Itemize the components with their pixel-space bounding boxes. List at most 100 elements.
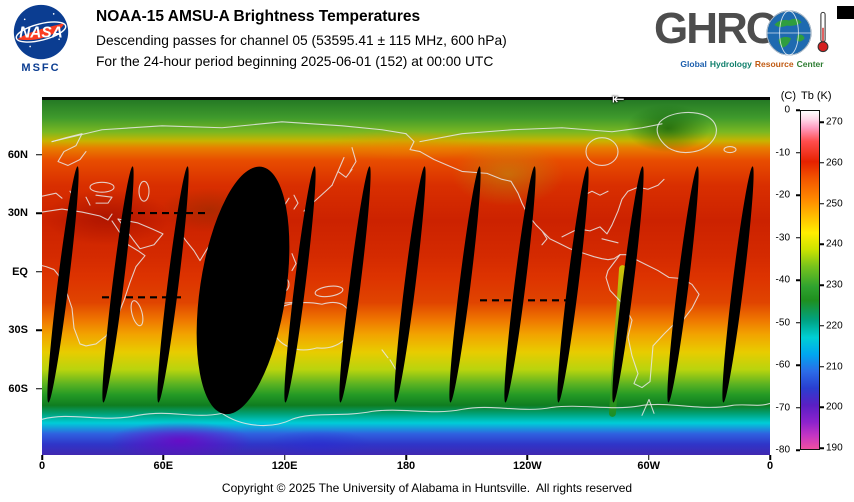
y-axis-label: 30S	[8, 324, 28, 337]
colorbar-celsius-label: -20	[775, 189, 790, 201]
swath-gap	[557, 166, 589, 403]
colorbar-celsius-labels: 0 -10 -20 -30 -40 -50 -60 -70 -80	[760, 105, 796, 456]
y-axis-tick	[36, 388, 42, 390]
colorbar-kelvin-label: 210	[826, 361, 843, 372]
copyright-notice: Copyright © 2025 The University of Alaba…	[221, 481, 633, 495]
colorbar-celsius-tick	[796, 279, 800, 281]
map-overlay	[42, 111, 770, 427]
colorbar-celsius-tick	[796, 194, 800, 196]
x-axis-label: 60E	[153, 460, 174, 472]
y-axis-tick	[36, 271, 42, 273]
x-axis-label: 120E	[271, 460, 298, 472]
swath-gap	[157, 166, 189, 403]
colorbar-kelvin-tick	[820, 162, 824, 164]
y-axis-tick	[36, 329, 42, 332]
x-axis-label: 120W	[512, 460, 542, 472]
swath-gap	[612, 166, 644, 403]
colorbar-kelvin-tick	[820, 406, 824, 408]
page-subtitle-period: For the 24-hour period beginning 2025-06…	[96, 54, 494, 69]
x-axis-tick	[162, 455, 165, 460]
colorbar-celsius-tick	[796, 109, 800, 111]
colorbar-kelvin-tick	[820, 121, 824, 123]
x-axis-tick	[405, 455, 407, 460]
x-axis-tickmarks	[41, 455, 771, 460]
y-axis-label: 60N	[7, 148, 28, 161]
globe-icon	[766, 10, 812, 56]
x-axis-tick	[647, 455, 650, 460]
swath-gap	[339, 166, 371, 403]
swath-gaps	[47, 166, 754, 415]
colorbar-celsius-label: 0	[784, 104, 790, 116]
ghrc-tagline-word: Global	[680, 59, 707, 69]
colorbar-kelvin-tick	[820, 447, 824, 449]
colorbar-kelvin-label: 230	[826, 279, 843, 291]
ghrc-tagline: Global Hydrology Resource Center	[654, 59, 850, 69]
y-axis-label: 30N	[7, 207, 28, 220]
swath-gap	[667, 166, 699, 403]
colorbar-kelvin-label: 220	[826, 320, 843, 332]
colorbar-celsius-tick	[796, 364, 800, 366]
swath-gap	[47, 166, 79, 403]
ghrc-tagline-word: Hydrology	[709, 59, 752, 69]
swath-gap	[504, 166, 536, 403]
swath-gap	[196, 166, 290, 415]
colorbar-celsius-header: (C)	[780, 90, 796, 102]
header-titles: NOAA-15 AMSU-A Brightness Temperatures D…	[96, 8, 507, 75]
colorbar-kelvin-tick	[820, 284, 824, 286]
x-axis-tick	[283, 455, 286, 460]
screen-corner-artifact	[837, 6, 854, 19]
coastlines	[42, 111, 770, 427]
nasa-msfc-label: MSFC	[21, 62, 61, 74]
ghrc-tagline-word: Resource	[754, 59, 794, 69]
colorbar-kelvin-header: Tb (K)	[801, 90, 832, 102]
swath-gap	[284, 166, 316, 403]
colorbar-kelvin-tick	[820, 325, 824, 327]
ghrc-acronym-row: GHRC	[654, 3, 850, 59]
colorbar-celsius-label: -80	[775, 444, 790, 456]
y-axis-label: 60S	[8, 382, 28, 395]
x-axis-label: 180	[396, 460, 416, 472]
scanline-gaps	[102, 211, 575, 302]
y-axis-label: EQ	[12, 265, 28, 278]
page-subtitle-channel: Descending passes for channel 05 (53595.…	[96, 33, 507, 48]
swath-gap	[449, 166, 481, 403]
colorbar-kelvin-tick	[820, 202, 824, 205]
colorbar-kelvin-label: 200	[826, 401, 843, 413]
swath-gap	[394, 166, 426, 403]
y-axis-tickmarks	[36, 97, 42, 455]
ghrc-tagline-word: Center	[796, 59, 824, 69]
colorbar-celsius-label: -60	[775, 359, 790, 371]
y-axis-tick	[36, 154, 42, 156]
colorbar-gradient	[800, 110, 820, 450]
colorbar-celsius-tick	[796, 406, 800, 409]
colorbar-celsius-label: -10	[775, 147, 790, 158]
x-axis-tick	[526, 455, 529, 460]
page-title: NOAA-15 AMSU-A Brightness Temperatures	[96, 8, 421, 25]
colorbar-kelvin-label: 240	[826, 238, 843, 250]
y-axis-tick	[36, 212, 42, 215]
colorbar-celsius-tick	[796, 236, 800, 239]
x-axis-tick	[769, 455, 771, 460]
colorbar-kelvin-tick	[820, 243, 824, 245]
nasa-meatball-icon: NASA	[13, 4, 69, 60]
colorbar-celsius-label: -70	[775, 402, 790, 413]
swath-gap	[722, 166, 754, 403]
colorbar-kelvin-label: 260	[826, 157, 843, 169]
x-axis-tick	[41, 455, 43, 460]
x-axis-label: 0	[38, 460, 46, 472]
nasa-wordmark: NASA	[19, 24, 63, 41]
colorbar-celsius-label: -50	[775, 317, 790, 328]
x-axis-label: 0	[766, 460, 774, 472]
colorbar-kelvin-label: 190	[826, 442, 843, 454]
colorbar-celsius-ticks	[796, 109, 800, 451]
colorbar-celsius-tick	[796, 151, 800, 154]
colorbar-celsius-tick	[796, 321, 800, 324]
ghrc-acronym: GHR	[654, 4, 748, 53]
nasa-logo: NASA MSFC	[9, 3, 73, 74]
colorbar-celsius-tick	[796, 449, 800, 451]
colorbar-kelvin-label: 270	[826, 116, 843, 128]
colorbar-celsius-label: -30	[775, 232, 790, 243]
colorbar-kelvin-label: 250	[826, 198, 843, 209]
cursor-icon: ⇤	[612, 91, 625, 108]
